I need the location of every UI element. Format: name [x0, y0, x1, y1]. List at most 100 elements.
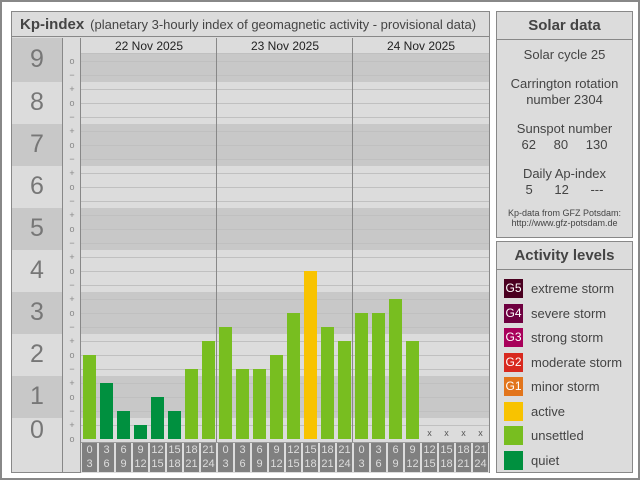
- time-slot-label: 9 12: [405, 443, 420, 472]
- time-slot-label: 15 18: [167, 443, 182, 472]
- time-slot-hour: 12: [423, 444, 436, 456]
- kp-bar: [253, 369, 266, 439]
- ap-values: 5 12 ---: [497, 182, 632, 198]
- legend-label: active: [531, 403, 565, 419]
- time-slot-hour: 9: [137, 444, 144, 456]
- legend-item: G2 moderate storm: [504, 352, 622, 372]
- legend-item: G4 severe storm: [504, 303, 607, 323]
- kp-bar: [83, 355, 96, 439]
- legend-item: unsettled: [504, 426, 584, 445]
- kp-label-bg: [12, 418, 62, 443]
- kp-tick: +: [69, 252, 75, 262]
- source-label: Kp-data from GFZ Potsdam:: [507, 208, 622, 218]
- kp-tick: o: [69, 308, 75, 318]
- time-slot-label: 15 18: [303, 443, 318, 472]
- grid-line: [81, 411, 489, 412]
- time-slot-hour: 21: [474, 444, 487, 456]
- kp-tick: −: [69, 280, 75, 290]
- ap-value: ---: [590, 182, 604, 197]
- legend-item: quiet: [504, 450, 560, 470]
- kp-bar: [117, 411, 130, 439]
- activity-levels-heading: Activity levels: [497, 242, 632, 270]
- missing-value-mark: x: [478, 428, 483, 438]
- kp-bar: [355, 313, 368, 439]
- time-slot-hour: 12: [151, 444, 164, 456]
- kp-bar: [338, 341, 351, 439]
- grid-line: [81, 327, 489, 328]
- kp-tick: +: [69, 84, 75, 94]
- time-slot-hour: 12: [287, 444, 300, 456]
- time-slot-hour: 0: [358, 444, 365, 456]
- time-slot-hour: 3: [222, 458, 229, 470]
- kp-tick: +: [69, 336, 75, 346]
- time-slot-hour: 15: [440, 444, 453, 456]
- kp-tick: o: [69, 434, 75, 444]
- time-slot-hour: 9: [256, 458, 263, 470]
- time-slot-hour: 9: [120, 458, 127, 470]
- legend-item: active: [504, 401, 565, 421]
- time-slot-label: 12 15: [286, 443, 301, 472]
- kp-label-bg: [12, 38, 62, 82]
- kp-tick: o: [69, 98, 75, 108]
- time-slot-hour: 18: [440, 458, 453, 470]
- time-slot-hour: 15: [304, 444, 317, 456]
- sunspot-value: 130: [585, 137, 608, 152]
- legend-swatch: [504, 401, 523, 421]
- legend-swatch: G2: [504, 352, 523, 372]
- sunspot-label: Sunspot number: [516, 121, 613, 136]
- time-slot-hour: 21: [185, 458, 198, 470]
- grid-line: [81, 187, 489, 188]
- time-slot-hour: 6: [392, 444, 399, 456]
- kp-tick: +: [69, 210, 75, 220]
- time-slot-hour: 0: [222, 444, 229, 456]
- kp-level-label: 6: [30, 172, 44, 200]
- time-slot-label: 9 12: [133, 443, 148, 472]
- kp-band: [81, 418, 489, 443]
- kp-label-bg: [12, 334, 62, 376]
- kp-label-bg: [12, 376, 62, 418]
- kp-level-label: 3: [30, 298, 44, 326]
- time-slot-label: 12 15: [150, 443, 165, 472]
- time-slot-hour: 15: [287, 458, 300, 470]
- kp-bar: [134, 425, 147, 439]
- grid-line: [81, 117, 489, 118]
- date-header: [81, 38, 489, 54]
- day-divider: [216, 38, 217, 473]
- date-label: 24 Nov 2025: [386, 39, 456, 53]
- time-slot-label: 18 21: [184, 443, 199, 472]
- kp-bar: [219, 327, 232, 439]
- grid-line: [81, 243, 489, 244]
- legend-label: quiet: [531, 452, 560, 468]
- time-slot-hour: 15: [151, 458, 164, 470]
- time-slot-hour: 3: [358, 458, 365, 470]
- time-slot-hour: 15: [423, 458, 436, 470]
- ap-value: 5: [525, 182, 533, 197]
- time-slot-label: 21 24: [201, 443, 216, 472]
- legend-label: severe storm: [531, 305, 607, 321]
- kp-label-bg: [12, 166, 62, 208]
- time-slot-hour: 15: [168, 444, 181, 456]
- missing-value-mark: x: [444, 428, 449, 438]
- kp-bar: [372, 313, 385, 439]
- legend-item: G1 minor storm: [504, 377, 600, 396]
- legend-swatch: [504, 426, 523, 445]
- time-slot-label: 15 18: [439, 443, 454, 472]
- source-link[interactable]: http://www.gfz-potsdam.de: [511, 218, 618, 228]
- kp-tick: o: [69, 140, 75, 150]
- time-slot-label: 9 12: [269, 443, 284, 472]
- missing-value-mark: x: [461, 428, 466, 438]
- grid-line: [81, 131, 489, 132]
- kp-bar: [270, 355, 283, 439]
- sunspot-values: 62 80 130: [497, 137, 632, 153]
- day-divider: [352, 38, 353, 473]
- time-slot-label: 12 15: [422, 443, 437, 472]
- kp-tick: −: [69, 196, 75, 206]
- legend-swatch: G1: [504, 377, 523, 396]
- missing-value-mark: x: [427, 428, 432, 438]
- kp-tick: −: [69, 322, 75, 332]
- grid-line: [81, 299, 489, 300]
- grid-line: [81, 257, 489, 258]
